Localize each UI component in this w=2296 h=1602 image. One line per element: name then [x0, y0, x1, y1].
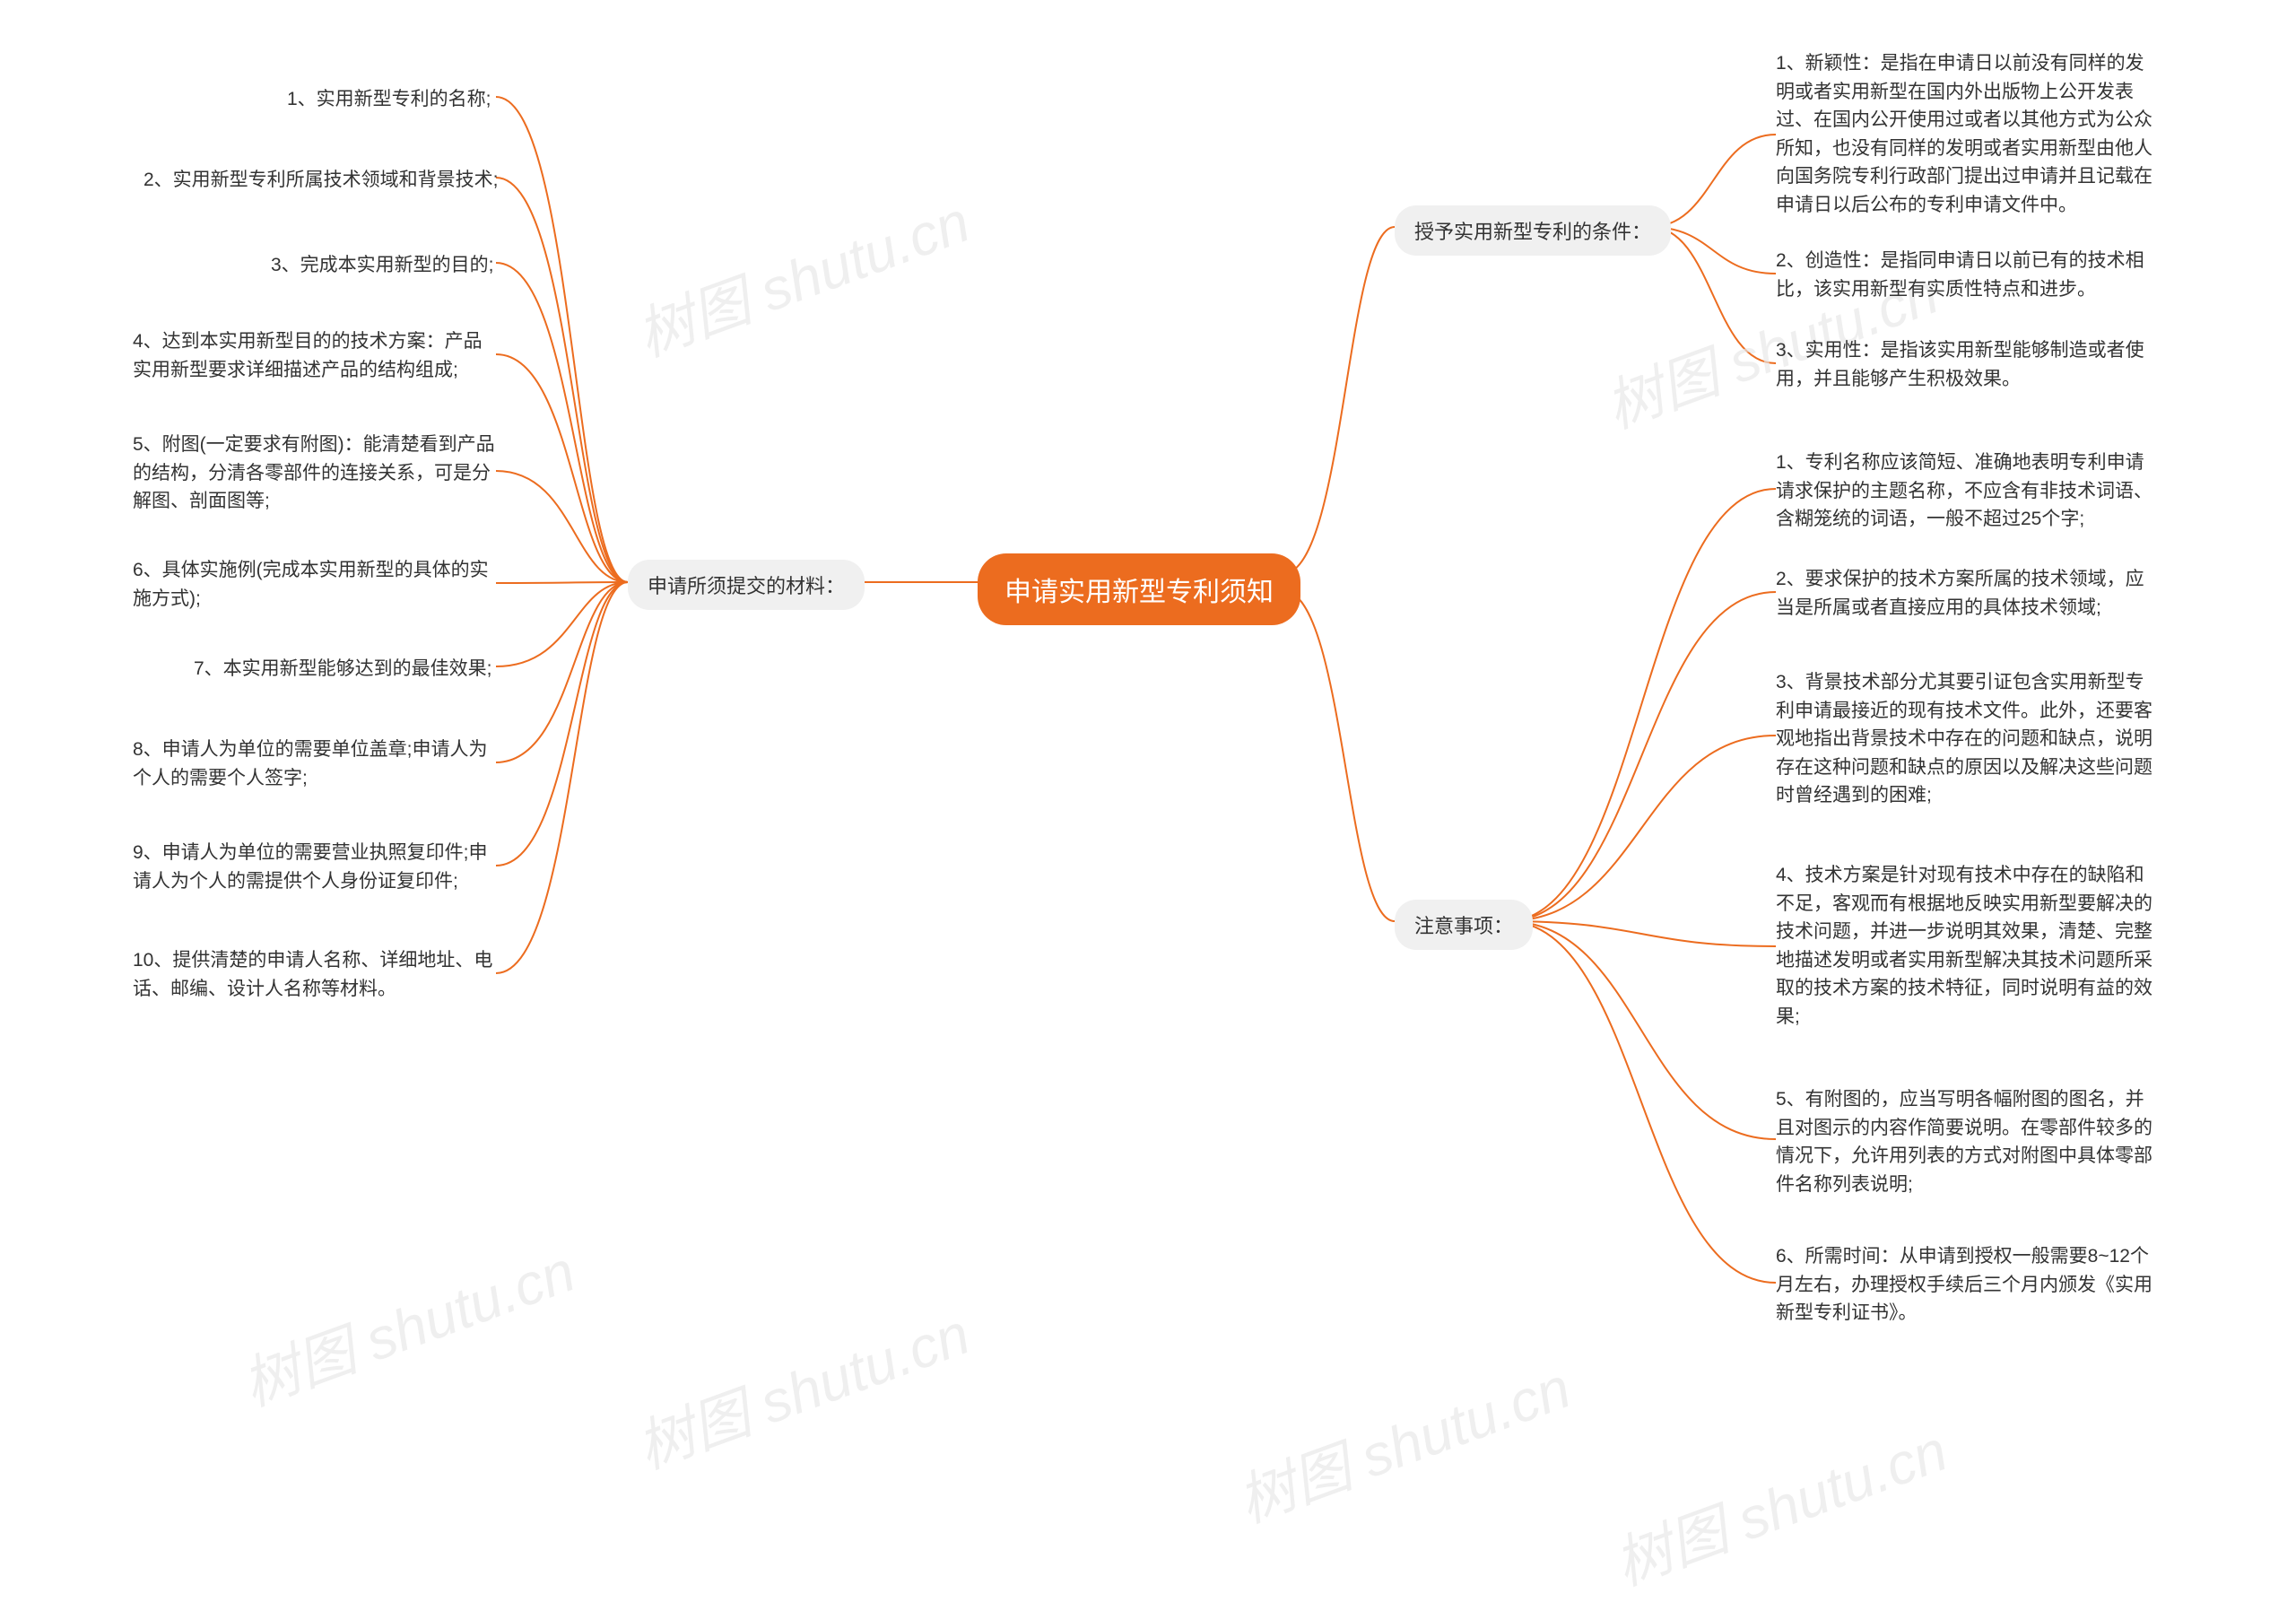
watermark: 树图 shutu.cn [1225, 1342, 1580, 1538]
leaf-note-0: 1、专利名称应该简短、准确地表明专利申请请求保护的主题名称，不应含有非技术词语、… [1776, 448, 2152, 534]
leaf-left-1: 2、实用新型专利所属技术领域和背景技术; [144, 166, 499, 195]
leaf-note-4: 5、有附图的，应当写明各幅附图的图名，并且对图示的内容作简要说明。在零部件较多的… [1776, 1085, 2152, 1198]
watermark: 树图 shutu.cn [230, 1225, 585, 1422]
watermark: 树图 shutu.cn [624, 1288, 979, 1484]
leaf-cond-2: 3、实用性：是指该实用新型能够制造或者使用，并且能够产生积极效果。 [1776, 336, 2152, 393]
leaf-left-3: 4、达到本实用新型目的的技术方案：产品实用新型要求详细描述产品的结构组成; [133, 327, 496, 384]
leaf-left-8: 9、申请人为单位的需要营业执照复印件;申请人为个人的需提供个人身份证复印件; [133, 839, 496, 895]
branch-materials[interactable]: 申请所须提交的材料： [628, 560, 865, 610]
leaf-note-3: 4、技术方案是针对现有技术中存在的缺陷和不足，客观而有根据地反映实用新型要解决的… [1776, 861, 2152, 1031]
leaf-left-5: 6、具体实施例(完成本实用新型的具体的实施方式); [133, 556, 496, 613]
leaf-left-6: 7、本实用新型能够达到的最佳效果; [194, 655, 492, 683]
leaf-cond-1: 2、创造性：是指同申请日以前已有的技术相比，该实用新型有实质性特点和进步。 [1776, 247, 2152, 303]
leaf-left-2: 3、完成本实用新型的目的; [271, 251, 494, 280]
watermark: 树图 shutu.cn [1602, 1405, 1957, 1601]
root-node[interactable]: 申请实用新型专利须知 [978, 553, 1300, 625]
leaf-note-1: 2、要求保护的技术方案所属的技术领域，应当是所属或者直接应用的具体技术领域; [1776, 565, 2152, 622]
leaf-note-5: 6、所需时间：从申请到授权一般需要8~12个月左右，办理授权手续后三个月内颁发《… [1776, 1242, 2152, 1328]
leaf-left-4: 5、附图(一定要求有附图)：能清楚看到产品的结构，分清各零部件的连接关系，可是分… [133, 431, 496, 516]
leaf-left-0: 1、实用新型专利的名称; [287, 85, 491, 114]
watermark: 树图 shutu.cn [624, 176, 979, 372]
branch-notes[interactable]: 注意事项： [1395, 900, 1533, 950]
leaf-left-7: 8、申请人为单位的需要单位盖章;申请人为个人的需要个人签字; [133, 736, 496, 792]
branch-conditions[interactable]: 授予实用新型专利的条件： [1395, 205, 1671, 256]
leaf-cond-0: 1、新颖性：是指在申请日以前没有同样的发明或者实用新型在国内外出版物上公开发表过… [1776, 49, 2152, 219]
leaf-left-9: 10、提供清楚的申请人名称、详细地址、电话、邮编、设计人名称等材料。 [133, 946, 496, 1003]
leaf-note-2: 3、背景技术部分尤其要引证包含实用新型专利申请最接近的现有技术文件。此外，还要客… [1776, 668, 2152, 810]
mindmap-canvas: 树图 shutu.cn 树图 shutu.cn 树图 shutu.cn 树图 s… [0, 0, 2296, 1562]
